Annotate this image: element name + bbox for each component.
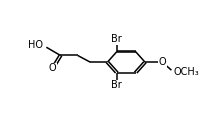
Text: Br: Br: [112, 80, 122, 90]
Text: O: O: [158, 57, 166, 67]
Text: OCH₃: OCH₃: [173, 67, 199, 77]
Text: Br: Br: [112, 34, 122, 44]
Text: O: O: [49, 63, 56, 73]
Text: HO: HO: [28, 40, 43, 50]
